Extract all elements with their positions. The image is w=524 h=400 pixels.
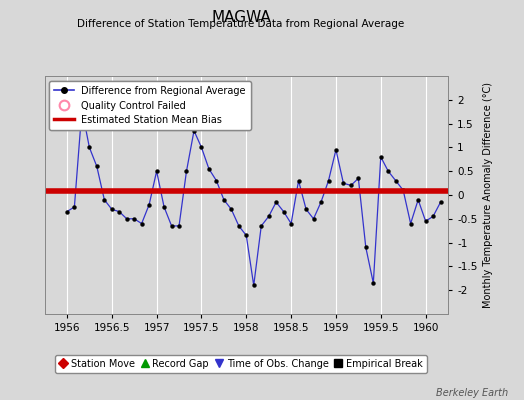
Legend: Station Move, Record Gap, Time of Obs. Change, Empirical Break: Station Move, Record Gap, Time of Obs. C… (56, 355, 427, 373)
Text: Berkeley Earth: Berkeley Earth (436, 388, 508, 398)
Legend: Difference from Regional Average, Quality Control Failed, Estimated Station Mean: Difference from Regional Average, Qualit… (49, 81, 251, 130)
Text: Difference of Station Temperature Data from Regional Average: Difference of Station Temperature Data f… (78, 19, 405, 29)
Y-axis label: Monthly Temperature Anomaly Difference (°C): Monthly Temperature Anomaly Difference (… (483, 82, 493, 308)
Text: MAGWA: MAGWA (211, 10, 271, 25)
